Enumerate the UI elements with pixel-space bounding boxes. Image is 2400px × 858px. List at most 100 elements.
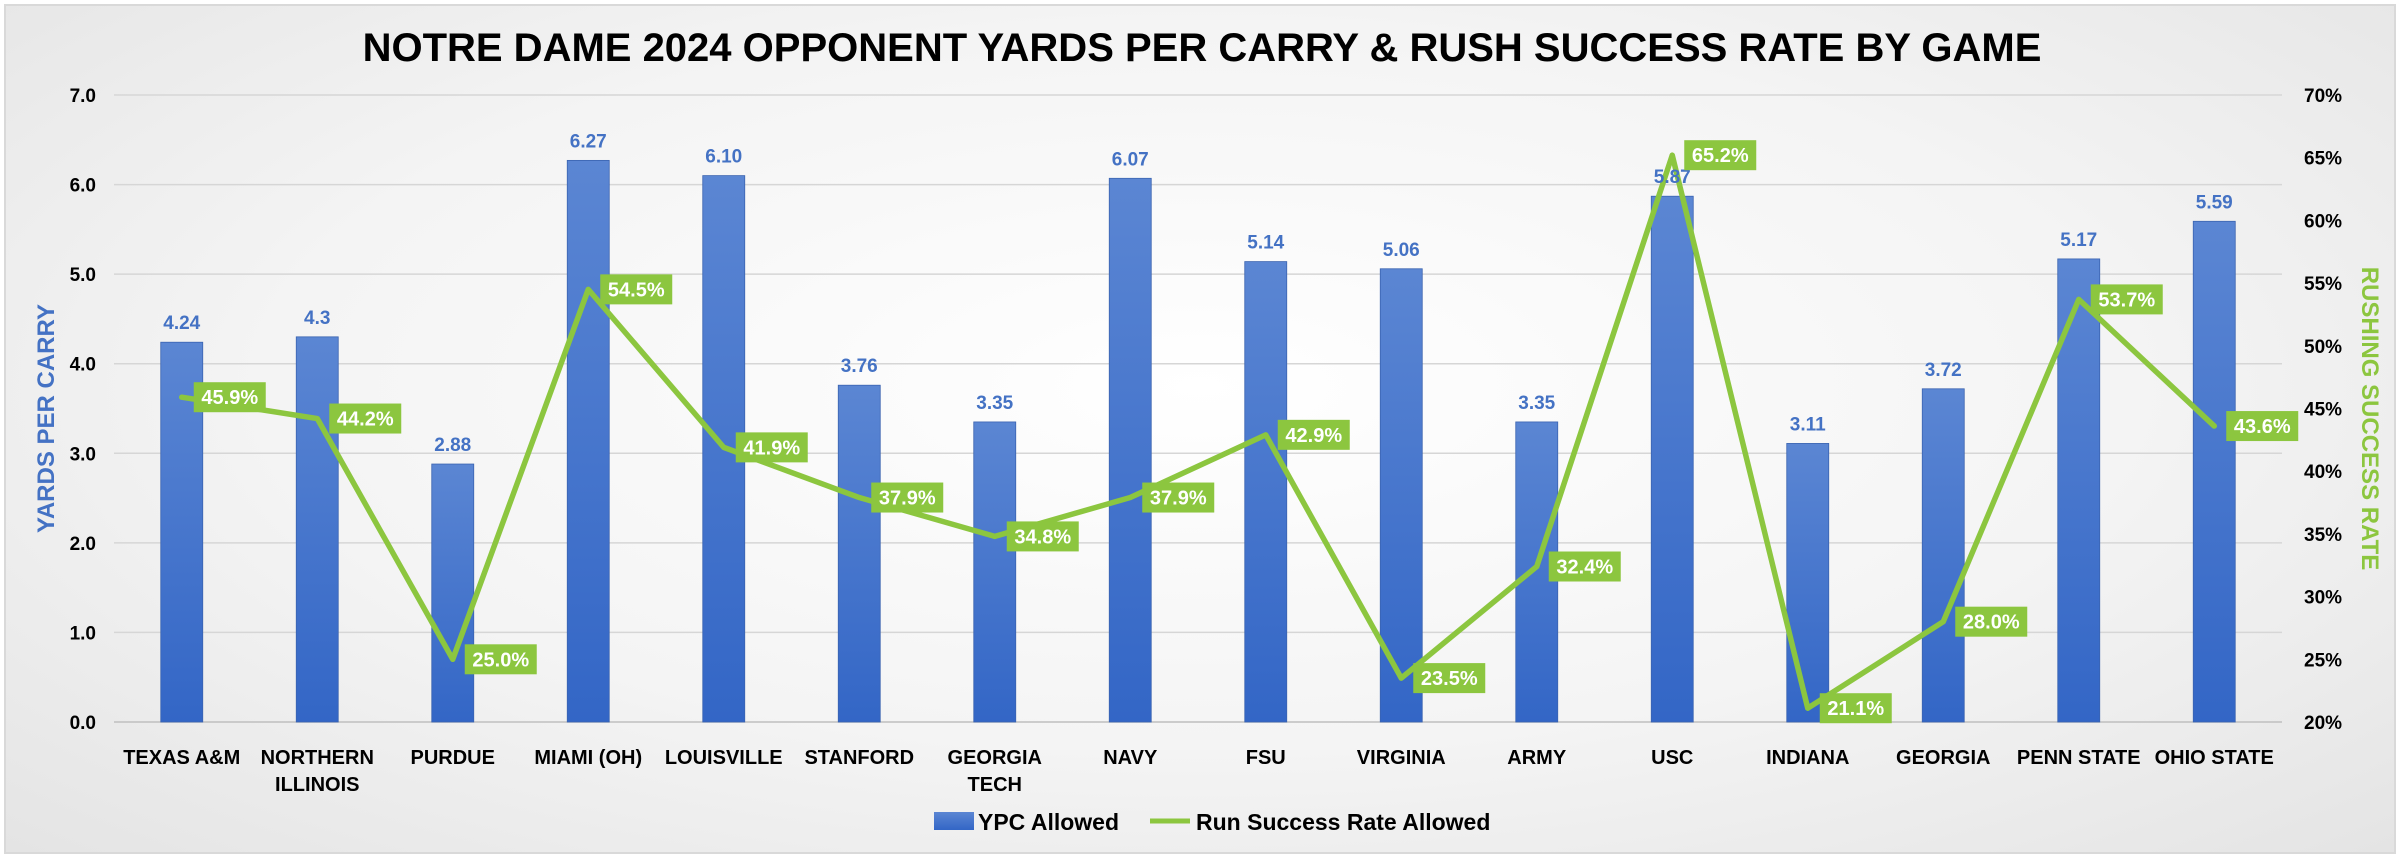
legend-label-bars: YPC Allowed <box>978 809 1119 835</box>
data-labels: 4.24 4.3 2.88 6.27 6.10 3.76 3.35 6.07 5.14 5.06 3… <box>163 131 2299 724</box>
line-data-label-box <box>735 432 808 463</box>
line-point <box>179 394 185 400</box>
line-data-label: 37.9% <box>1142 482 1215 513</box>
line-data-label-box <box>329 403 402 434</box>
line-data-label-box <box>1142 482 1215 513</box>
y-left-tick-label: 6.0 <box>70 176 96 197</box>
bar-data-label: 3.76 <box>841 356 878 377</box>
line-data-label: 21.1% <box>1819 693 1892 724</box>
line-point <box>2076 296 2082 302</box>
bar <box>837 384 881 723</box>
y-right-tick-label: 55% <box>2304 274 2342 295</box>
x-tick-label: MIAMI (OH) <box>534 747 642 769</box>
line-data-label-text: 44.2% <box>337 409 394 431</box>
x-tick-label: TECH <box>968 774 1022 796</box>
line-data-label: 41.9% <box>735 432 808 463</box>
legend-item-line: Run Success Rate Allowed <box>1150 809 1490 835</box>
bar-data-label: 5.59 <box>2196 192 2233 213</box>
bar-data-label: 4.3 <box>304 308 330 329</box>
bar <box>1921 388 1965 723</box>
line-data-label: 54.5% <box>600 274 673 305</box>
x-tick-label: FSU <box>1246 747 1286 769</box>
x-tick-label: PENN STATE <box>2017 747 2141 769</box>
line-point <box>1127 495 1133 501</box>
success-rate-line <box>179 152 2217 711</box>
x-tick-label: PURDUE <box>411 747 495 769</box>
line-data-label: 34.8% <box>1006 521 1079 552</box>
bar <box>1244 261 1288 723</box>
bar <box>973 421 1017 723</box>
line-data-label: 45.9% <box>193 382 266 413</box>
bar-data-label: 3.35 <box>1518 393 1555 414</box>
y-right-tick-label: 65% <box>2304 149 2342 170</box>
line-data-label-text: 45.9% <box>201 387 258 409</box>
bar-data-label: 3.11 <box>1790 414 1826 435</box>
line-data-label-text: 37.9% <box>1150 488 1207 510</box>
bar <box>1786 443 1830 723</box>
legend-item-bars: YPC Allowed <box>934 809 1119 835</box>
y-right-tick-label: 40% <box>2304 462 2342 483</box>
x-tick-label: VIRGINIA <box>1357 747 1446 769</box>
line-data-label: 37.9% <box>871 482 944 513</box>
y-right-tick-label: 35% <box>2304 525 2342 546</box>
x-tick-label: INDIANA <box>1766 747 1849 769</box>
line-data-label-text: 34.8% <box>1014 526 1071 548</box>
bar <box>1379 268 1423 723</box>
line-data-label: 43.6% <box>2226 411 2299 442</box>
y-right-axis-title: RUSHING SUCCESS RATE <box>2356 267 2383 571</box>
x-tick-label: USC <box>1651 747 1693 769</box>
line-point <box>721 444 727 450</box>
gridlines <box>114 94 2282 723</box>
line-data-label-text: 25.0% <box>472 649 529 671</box>
line-point <box>1398 675 1404 681</box>
bar <box>431 463 475 723</box>
line-data-label-text: 32.4% <box>1556 557 1613 579</box>
y-right-tick-label: 60% <box>2304 211 2342 232</box>
line-data-label: 23.5% <box>1413 663 1486 694</box>
bar-data-label: 6.07 <box>1112 149 1149 170</box>
line-data-label-text: 53.7% <box>2098 289 2155 311</box>
x-tick-label: TEXAS A&M <box>123 747 240 769</box>
x-tick-label: NORTHERN <box>261 747 374 769</box>
bar <box>1650 195 1694 723</box>
line-data-label-box <box>193 382 266 413</box>
chart-title: NOTRE DAME 2024 OPPONENT YARDS PER CARRY… <box>363 26 2042 70</box>
line-data-label-box <box>2090 284 2163 315</box>
y-left-tick-label: 3.0 <box>70 444 96 465</box>
line-point <box>1263 432 1269 438</box>
line-point <box>1534 564 1540 570</box>
line-data-label: 28.0% <box>1955 606 2028 637</box>
chart: NOTRE DAME 2024 OPPONENT YARDS PER CARRY… <box>33 26 2383 835</box>
bar <box>566 159 610 723</box>
line-data-label-text: 65.2% <box>1692 145 1749 167</box>
x-tick-label: ILLINOIS <box>275 774 359 796</box>
x-tick-label: OHIO STATE <box>2155 747 2274 769</box>
line-point <box>1669 152 1675 158</box>
line-data-label-text: 41.9% <box>743 437 800 459</box>
x-tick-label: STANFORD <box>804 747 914 769</box>
line-data-label-text: 21.1% <box>1827 698 1884 720</box>
line-point <box>992 533 998 539</box>
line-data-label: 42.9% <box>1277 419 1350 450</box>
bar-data-label: 5.14 <box>1247 233 1284 254</box>
line-data-label-box <box>1413 663 1486 694</box>
line-data-label-box <box>1819 693 1892 724</box>
line-point <box>314 416 320 422</box>
x-tick-label: GEORGIA <box>1896 747 1990 769</box>
line-data-label-box <box>871 482 944 513</box>
y-left-tick-label: 1.0 <box>70 623 96 644</box>
line-data-label-text: 23.5% <box>1421 668 1478 690</box>
line-point <box>856 495 862 501</box>
line-data-label: 44.2% <box>329 403 402 434</box>
legend-label-line: Run Success Rate Allowed <box>1196 809 1490 835</box>
x-tick-label: GEORGIA <box>948 747 1042 769</box>
bar <box>1108 177 1152 723</box>
y-right-tick-label: 70% <box>2304 86 2342 107</box>
bar-data-label: 6.10 <box>705 147 742 168</box>
line-data-label-box <box>1684 140 1757 171</box>
line-data-label-box <box>1006 521 1079 552</box>
line-data-label-box <box>1548 551 1621 582</box>
x-tick-label: ARMY <box>1507 747 1567 769</box>
bar-data-label: 3.72 <box>1925 360 1962 381</box>
y-right-tick-label: 25% <box>2304 650 2342 671</box>
